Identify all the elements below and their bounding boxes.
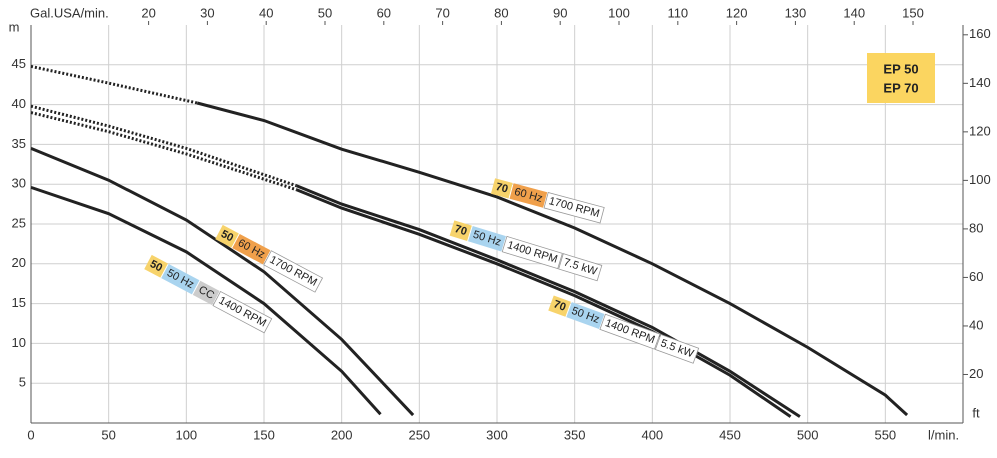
tag-text: 50	[148, 258, 164, 274]
tag-box	[599, 313, 661, 350]
x-tick-label: 450	[719, 427, 741, 442]
x2-tick-label: 100	[608, 5, 630, 20]
y2-tick-label: 160	[969, 26, 991, 41]
y-tick-label: 15	[12, 295, 26, 310]
tag-box	[144, 254, 168, 278]
pump-curve	[30, 64, 198, 105]
tag-box	[468, 225, 506, 252]
legend-text: EP 50	[883, 61, 918, 76]
legend-box	[867, 53, 935, 103]
x-tick-label: 350	[564, 427, 586, 442]
x2-tick-label: 90	[553, 5, 567, 20]
pump-curve	[30, 111, 298, 192]
y-tick-label: 30	[12, 176, 26, 191]
tag-text: 1400 RPM	[506, 239, 559, 266]
x-tick-label: 0	[27, 427, 34, 442]
x2-tick-label: 110	[667, 5, 688, 20]
tag-text: 70	[552, 298, 568, 313]
x2-tick-label: 150	[902, 5, 924, 20]
x2-tick-label: 40	[259, 5, 273, 20]
y-tick-label: 5	[19, 375, 26, 390]
tag-text: 50	[219, 228, 235, 244]
tag-box	[558, 253, 603, 282]
x2-tick-label: 20	[141, 5, 155, 20]
y-axis-label: m	[9, 19, 20, 34]
x2-tick-label: 50	[318, 5, 332, 20]
tag-box	[215, 224, 239, 248]
pump-curve	[196, 101, 909, 417]
x2-tick-label: 30	[200, 5, 214, 20]
pump-curve	[296, 188, 792, 418]
pump-curve	[296, 184, 801, 418]
pump-curve	[30, 185, 382, 416]
tag-text: 70	[453, 223, 468, 238]
y2-tick-label: 120	[969, 123, 991, 138]
x-tick-label: 400	[641, 427, 663, 442]
pump-curve	[30, 104, 298, 188]
y-tick-label: 25	[12, 215, 26, 230]
y2-tick-label: 40	[969, 317, 983, 332]
legend-text: EP 70	[883, 80, 918, 95]
x-tick-label: 100	[175, 427, 197, 442]
curve-tag: 70 60 Hz 1700 RPM	[490, 178, 605, 224]
x2-tick-label: 70	[435, 5, 449, 20]
tag-box	[263, 250, 324, 293]
tag-box	[566, 302, 605, 329]
y2-axis-label: ft	[972, 405, 980, 420]
model-legend: EP 50 EP 70	[867, 53, 935, 103]
y-tick-label: 40	[12, 96, 26, 111]
tag-box	[490, 178, 513, 199]
pump-curve	[30, 146, 415, 417]
x-tick-label: 300	[486, 427, 508, 442]
y2-tick-label: 80	[969, 220, 983, 235]
x2-tick-label: 120	[726, 5, 748, 20]
tag-box	[654, 333, 700, 364]
tag-box	[449, 220, 472, 241]
y-tick-label: 10	[12, 335, 26, 350]
x2-tick-label: 140	[843, 5, 865, 20]
tag-box	[212, 290, 273, 334]
x-tick-label: 200	[331, 427, 353, 442]
tag-box	[232, 233, 271, 265]
x2-tick-label: 80	[494, 5, 508, 20]
x-tick-label: 500	[797, 427, 819, 442]
tag-box	[543, 192, 605, 224]
y-tick-label: 35	[12, 136, 26, 151]
tag-box	[501, 235, 563, 270]
x2-axis-label: Gal.USA/min.	[30, 5, 109, 20]
x2-tick-label: 130	[785, 5, 807, 20]
x-tick-label: 550	[874, 427, 896, 442]
tag-text: 70	[494, 181, 509, 196]
x-tick-label: 250	[408, 427, 430, 442]
tag-box	[161, 263, 200, 295]
y-tick-label: 45	[12, 56, 26, 71]
x2-tick-label: 60	[377, 5, 391, 20]
tag-box	[192, 280, 220, 306]
tag-box	[548, 295, 571, 317]
y2-tick-label: 140	[969, 75, 991, 90]
y2-tick-label: 20	[969, 366, 983, 381]
y-tick-label: 20	[12, 255, 26, 270]
x-tick-label: 50	[101, 427, 115, 442]
tag-box	[509, 183, 548, 208]
x-tick-label: 150	[253, 427, 275, 442]
y2-tick-label: 60	[969, 269, 983, 284]
y2-tick-label: 100	[969, 172, 991, 187]
x-axis-label: l/min.	[928, 427, 959, 442]
